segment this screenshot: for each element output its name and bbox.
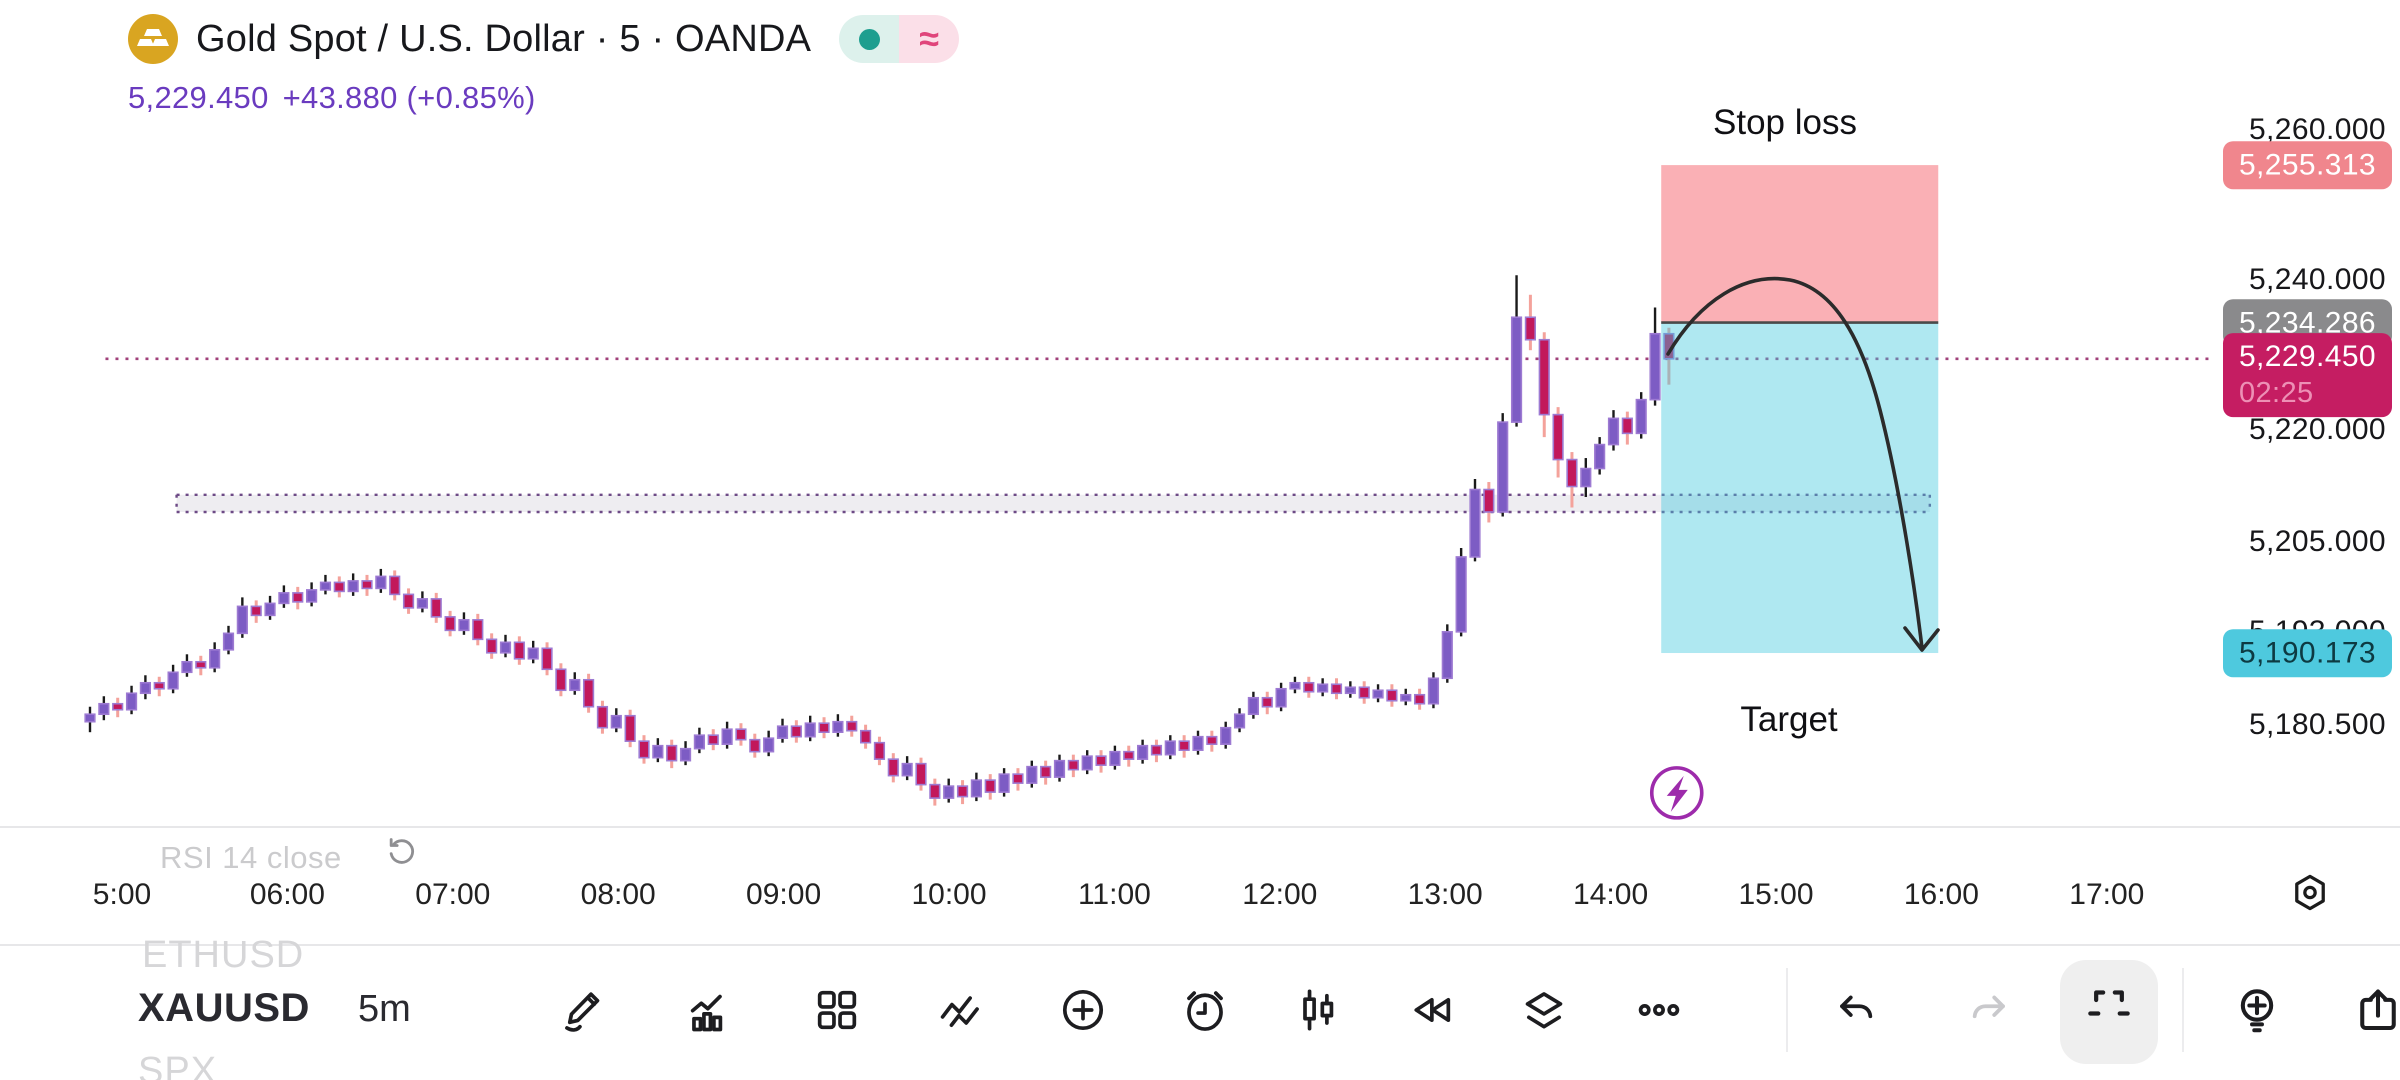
gold-bars-icon <box>128 14 178 64</box>
stop-loss-label: Stop loss <box>1713 103 1857 142</box>
bottom-toolbar: ETHUSD XAUUSD 5m SPX f @GoldMiner <box>0 934 2400 1080</box>
toolbar-separator <box>2182 968 2184 1052</box>
symbol-button[interactable]: XAUUSD <box>138 986 310 1030</box>
toolbar-separator <box>1786 968 1788 1052</box>
price-axis-label: 5,220.000 <box>2248 412 2386 446</box>
share-export-icon[interactable] <box>2350 982 2400 1038</box>
target-label: Target <box>1740 700 1838 739</box>
indicators-icon[interactable] <box>682 982 738 1038</box>
toolbar-divider <box>0 944 2400 946</box>
time-axis-label: 08:00 <box>580 878 656 911</box>
price-axis-label: 5,180.500 <box>2248 708 2386 742</box>
dock-corners-icon <box>2081 982 2137 1043</box>
price-axis-label: 5,240.000 <box>2248 262 2386 296</box>
symbol-header[interactable]: Gold Spot / U.S. Dollar · 5 · OANDA ≈ <box>128 14 960 64</box>
price-axis-label: 5,205.000 <box>2248 524 2386 558</box>
watchlist-item-faded[interactable]: SPX <box>138 1050 218 1080</box>
indicator-pane-collapsed[interactable]: RSI 14 close <box>160 838 422 877</box>
patterns-zigzag-icon[interactable] <box>933 982 989 1038</box>
price-badge: 5,229.450 02:25 <box>2222 332 2392 417</box>
interval-button[interactable]: 5m <box>358 988 411 1030</box>
price-axis-label: 5,260.000 <box>2248 113 2386 146</box>
time-axis-label: 06:00 <box>249 878 325 911</box>
time-axis-label: 17:00 <box>2069 878 2145 911</box>
time-axis[interactable]: 5:00 06:00 07:00 08:00 09:00 10:00 11:00 12:00 1… <box>0 846 2400 944</box>
layout-grid-icon[interactable] <box>809 982 865 1038</box>
price-change: +43.880 (+0.85%) <box>282 80 536 115</box>
alert-clock-icon[interactable] <box>1177 982 1233 1038</box>
time-axis-label: 07:00 <box>415 878 491 911</box>
time-axis-label: 15:00 <box>1738 878 1814 911</box>
gear-hexagon-icon[interactable] <box>2287 870 2333 921</box>
layers-objects-icon[interactable] <box>1516 982 1572 1038</box>
indicator-label: RSI 14 close <box>160 839 342 875</box>
redo-icon[interactable] <box>1960 982 2016 1038</box>
refresh-icon[interactable] <box>382 832 422 877</box>
dock-toolbar-button[interactable] <box>2060 960 2158 1064</box>
approx-symbol: ≈ <box>919 18 940 59</box>
last-price: 5,229.450 <box>128 80 269 115</box>
replay-rewind-icon[interactable] <box>1403 982 1459 1038</box>
plus-circle-icon[interactable] <box>1055 982 1111 1038</box>
countdown-timer: 02:25 <box>2238 377 2314 410</box>
time-axis-label: 12:00 <box>1242 878 1318 911</box>
time-axis-label: 13:00 <box>1407 878 1483 911</box>
market-status-toggle[interactable]: ≈ <box>839 15 960 63</box>
price-change-row: 5,229.450 +43.880 (+0.85%) <box>128 80 536 116</box>
time-axis-label: 5:00 <box>92 878 152 911</box>
time-axis-label: 09:00 <box>746 878 822 911</box>
candles-style-icon[interactable] <box>1290 982 1346 1038</box>
market-open-indicator[interactable] <box>839 15 900 63</box>
price-badge: 5,190.173 <box>2222 629 2392 677</box>
time-axis-label: 11:00 <box>1077 878 1151 911</box>
price-badge: 5,255.313 <box>2222 141 2392 189</box>
symbol-title[interactable]: Gold Spot / U.S. Dollar · 5 · OANDA <box>196 17 812 60</box>
pane-divider <box>0 826 2400 828</box>
watchlist-item-faded[interactable]: ETHUSD <box>142 934 305 976</box>
bulb-plus-icon[interactable] <box>2229 982 2285 1038</box>
more-ellipsis-icon[interactable] <box>1631 982 1687 1038</box>
approx-data-indicator[interactable]: ≈ <box>899 15 960 63</box>
time-axis-label: 16:00 <box>1903 878 1979 911</box>
market-open-dot <box>858 28 880 50</box>
time-axis-label: 14:00 <box>1573 878 1649 911</box>
pencil-draw-icon[interactable] <box>558 982 614 1038</box>
time-axis-label: 10:00 <box>911 878 987 911</box>
undo-icon[interactable] <box>1829 982 1885 1038</box>
